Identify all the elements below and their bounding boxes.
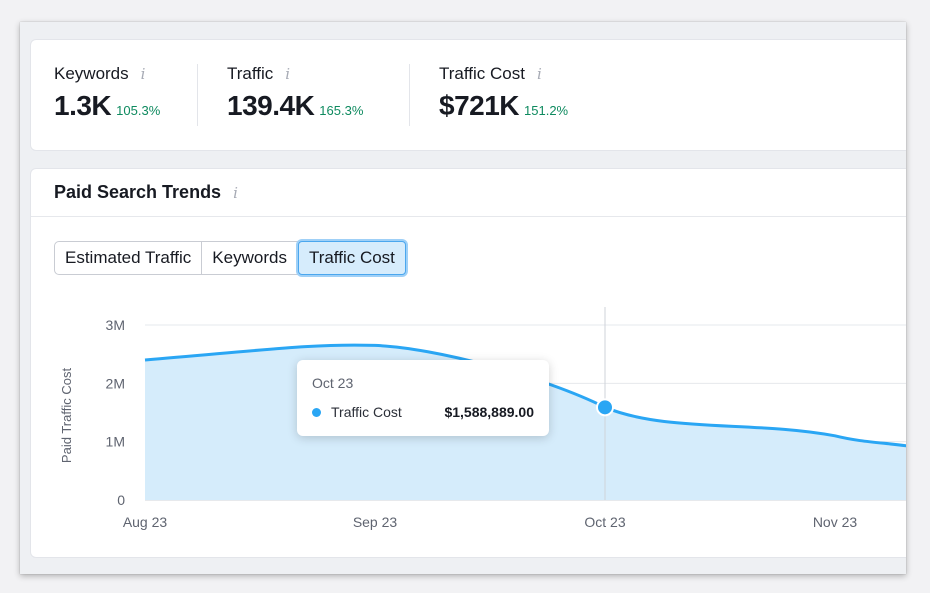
x-tick-label: Sep 23 [353, 514, 398, 530]
trends-title: Paid Search Trends [54, 182, 222, 202]
tab-traffic-cost[interactable]: Traffic Cost [297, 241, 406, 275]
tooltip-date: Oct 23 [312, 375, 354, 391]
info-icon[interactable]: i [233, 183, 238, 202]
summary-stats-card: Keywords i 1.3K 105.3% Traffic i 139.4K … [30, 39, 906, 151]
y-tick-label: 1M [106, 434, 125, 450]
chart-tooltip: Oct 23 Traffic Cost $1,588,889.00 [297, 360, 549, 436]
y-tick-label: 2M [106, 375, 125, 391]
stat-traffic-value-row: 139.4K 165.3% [227, 90, 363, 122]
widget-frame: Keywords i 1.3K 105.3% Traffic i 139.4K … [20, 22, 906, 574]
metric-tabs: Estimated Traffic Keywords Traffic Cost [54, 241, 406, 275]
x-tick-label: Oct 23 [584, 514, 625, 530]
tooltip-value: $1,588,889.00 [444, 404, 534, 420]
x-tick-label: Aug 23 [123, 514, 168, 530]
tab-keywords[interactable]: Keywords [202, 242, 298, 274]
info-icon[interactable]: i [285, 65, 291, 83]
stat-change: 151.2% [524, 103, 569, 118]
divider [409, 64, 410, 126]
stat-change: 105.3% [116, 103, 161, 118]
y-tick-label: 0 [117, 492, 125, 508]
y-tick-label: 3M [106, 317, 125, 333]
stat-traffic-cost-label-row: Traffic Cost i [439, 64, 568, 84]
stat-value: $721K [439, 90, 520, 121]
stat-label: Traffic [227, 64, 274, 83]
tooltip-row: Traffic Cost $1,588,889.00 [312, 404, 534, 420]
trends-header: Paid Search Trends i [31, 169, 906, 217]
tab-estimated-traffic[interactable]: Estimated Traffic [55, 242, 203, 274]
stat-traffic-label-row: Traffic i [227, 64, 363, 84]
stat-value: 139.4K [227, 90, 315, 121]
highlight-point [596, 398, 614, 417]
y-axis-label: Paid Traffic Cost [59, 368, 74, 464]
series-color-dot [312, 407, 321, 417]
stat-label: Traffic Cost [439, 64, 525, 83]
stat-keywords: Keywords i 1.3K 105.3% [54, 64, 160, 122]
x-tick-label: Nov 23 [813, 514, 858, 530]
stat-traffic-cost: Traffic Cost i $721K 151.2% [439, 64, 568, 122]
info-icon[interactable]: i [536, 65, 542, 83]
stat-traffic-cost-value-row: $721K 151.2% [439, 90, 568, 122]
stat-traffic: Traffic i 139.4K 165.3% [227, 64, 363, 122]
series-line [144, 343, 906, 448]
stat-keywords-value-row: 1.3K 105.3% [54, 90, 160, 122]
stat-change: 165.3% [319, 103, 364, 118]
stat-keywords-label-row: Keywords i [54, 64, 160, 84]
stat-value: 1.3K [54, 90, 112, 121]
stat-label: Keywords [54, 64, 129, 83]
paid-search-trends-card: Paid Search Trends i Estimated Traffic K… [30, 168, 906, 558]
divider [197, 64, 198, 126]
tooltip-series-label: Traffic Cost [331, 404, 402, 420]
info-icon[interactable]: i [140, 65, 146, 83]
